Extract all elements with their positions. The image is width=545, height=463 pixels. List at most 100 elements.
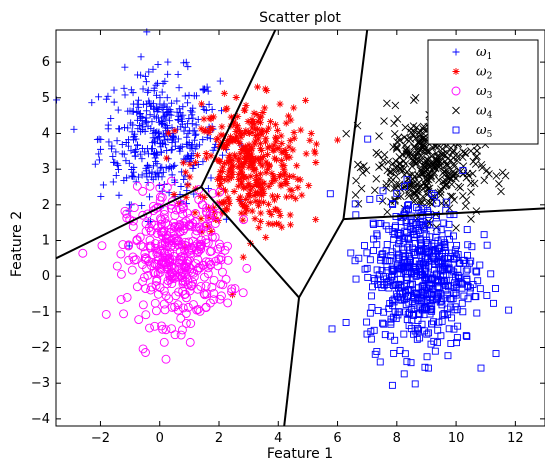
series-3-points — [78, 176, 252, 364]
data-point — [165, 248, 175, 258]
data-point — [451, 255, 459, 263]
data-point — [112, 148, 120, 156]
data-point — [405, 299, 413, 307]
data-point — [246, 157, 254, 165]
data-point — [249, 183, 257, 191]
data-point — [143, 107, 151, 115]
x-tick-label: 8 — [393, 431, 401, 446]
data-point — [284, 112, 292, 120]
data-point — [444, 169, 453, 178]
data-point — [265, 182, 273, 190]
data-point — [388, 159, 397, 168]
data-point — [243, 174, 251, 182]
data-point — [141, 226, 151, 236]
data-point — [177, 251, 187, 261]
data-point — [151, 281, 161, 291]
data-point — [173, 305, 183, 315]
data-point — [410, 188, 418, 197]
data-point — [197, 215, 205, 223]
data-point — [192, 266, 202, 275]
data-point — [188, 111, 196, 119]
data-point — [261, 104, 269, 112]
data-point — [159, 299, 169, 309]
data-point — [135, 103, 143, 111]
data-point — [418, 271, 426, 278]
data-point — [173, 97, 181, 105]
legend-label: ω4 — [476, 104, 493, 121]
data-point — [184, 99, 192, 107]
data-point — [262, 134, 270, 142]
data-point — [417, 239, 425, 247]
data-point — [160, 214, 170, 224]
data-point — [154, 114, 162, 122]
data-point — [145, 323, 154, 333]
data-point — [181, 309, 191, 318]
data-point — [220, 89, 228, 97]
data-point — [419, 125, 428, 133]
data-point — [391, 224, 399, 231]
data-point — [138, 202, 146, 210]
data-point — [370, 247, 377, 255]
data-point — [352, 176, 360, 185]
data-point — [200, 115, 208, 123]
data-point — [278, 161, 286, 169]
data-point — [417, 241, 424, 249]
data-point — [156, 164, 164, 172]
data-point — [259, 186, 267, 194]
data-point — [97, 192, 105, 200]
data-point — [91, 160, 99, 168]
data-point — [458, 299, 466, 307]
data-point — [419, 192, 427, 201]
data-point — [175, 226, 185, 236]
x-tick-label: −2 — [91, 431, 110, 446]
data-point — [115, 191, 123, 199]
data-point — [223, 206, 231, 214]
data-point — [150, 105, 158, 113]
data-point — [453, 334, 461, 342]
data-point — [175, 246, 185, 256]
data-point — [377, 256, 385, 264]
data-point — [184, 262, 194, 272]
data-point — [160, 237, 170, 247]
data-point — [203, 83, 211, 91]
data-point — [150, 321, 160, 331]
data-point — [95, 150, 103, 158]
data-point — [207, 152, 215, 160]
data-point — [242, 127, 250, 135]
data-point — [252, 155, 260, 163]
data-point — [435, 318, 443, 326]
data-point — [152, 276, 161, 286]
data-point — [387, 332, 394, 340]
data-point — [200, 127, 208, 135]
data-point — [221, 159, 229, 167]
data-point — [153, 169, 161, 177]
data-point — [200, 272, 209, 282]
data-point — [179, 103, 187, 111]
data-point — [438, 277, 446, 285]
legend: ω1 ω2 ω3 ω4 ω5 — [427, 39, 539, 145]
data-point — [305, 182, 313, 190]
data-point — [393, 137, 401, 146]
data-point — [464, 241, 472, 249]
data-point — [294, 175, 302, 183]
data-point — [135, 96, 143, 104]
data-point — [134, 141, 142, 149]
data-point — [160, 130, 168, 138]
data-point — [258, 184, 266, 192]
data-point — [210, 204, 218, 212]
data-point — [420, 134, 428, 142]
data-point — [187, 107, 195, 115]
data-point — [141, 127, 149, 135]
y-tick-label: 5 — [42, 91, 50, 106]
data-point — [226, 151, 234, 159]
data-point — [422, 182, 430, 191]
data-point — [471, 160, 480, 168]
data-point — [186, 173, 194, 181]
data-point — [334, 136, 342, 144]
data-point — [139, 123, 147, 131]
data-point — [186, 319, 196, 328]
data-point — [392, 172, 401, 181]
data-point — [409, 264, 417, 272]
data-point — [415, 310, 422, 318]
data-point — [151, 306, 161, 316]
